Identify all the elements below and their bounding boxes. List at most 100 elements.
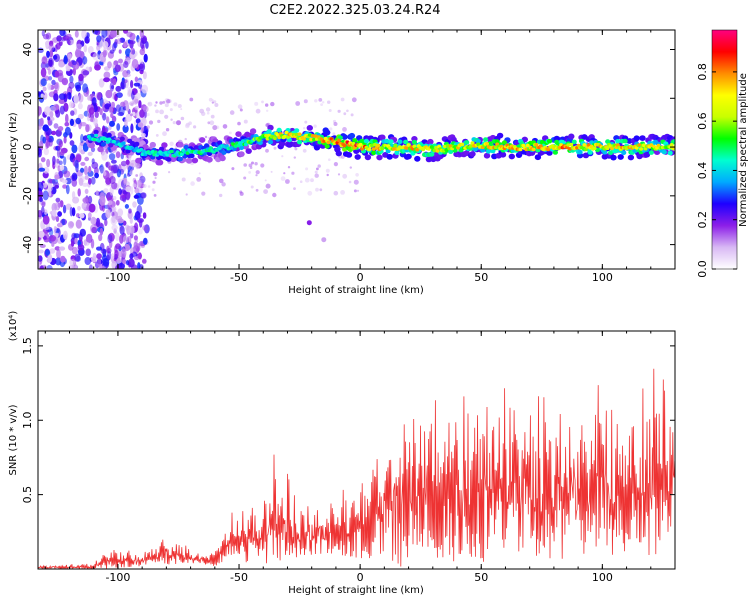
ridge-mark (622, 138, 628, 144)
noise-blob (136, 165, 140, 168)
ridge-mark (108, 142, 114, 148)
ridge-mark (149, 141, 156, 148)
noise-blob (143, 105, 149, 113)
noise-blob (95, 217, 101, 228)
noise-blob (55, 109, 61, 118)
ridge-mark (191, 157, 199, 164)
noise-blob (140, 132, 146, 138)
ridge-mark (405, 153, 412, 160)
noise-blob (198, 172, 201, 175)
noise-blob (147, 185, 151, 188)
ridge-mark (139, 147, 144, 152)
noise-blob (328, 109, 332, 112)
noise-blob (130, 169, 133, 172)
noise-blob (322, 101, 325, 104)
noise-blob (100, 248, 108, 254)
noise-blob (316, 167, 319, 171)
ridge-mark (534, 154, 542, 161)
noise-blob (84, 156, 90, 162)
noise-blob (90, 176, 96, 185)
ridge-mark (121, 141, 126, 145)
noise-blob (47, 68, 51, 75)
noise-blob (201, 191, 206, 196)
noise-blob (74, 236, 78, 245)
noise-blob (116, 38, 122, 45)
ridge-mark (485, 149, 492, 154)
noise-blob (75, 117, 81, 125)
noise-blob (106, 245, 110, 254)
noise-blob (71, 60, 77, 66)
noise-blob (49, 116, 55, 122)
noise-blob (64, 126, 71, 136)
ridge-mark (354, 154, 361, 160)
noise-blob (58, 93, 66, 100)
noise-blob (214, 103, 219, 107)
noise-blob (120, 160, 127, 167)
noise-blob (38, 190, 44, 198)
noise-blob (49, 248, 56, 254)
ridge-mark (546, 138, 553, 144)
noise-blob (285, 179, 290, 184)
snr-panel: -100 -50 0 50 100 0.5 1.0 1.5 Height of straig… (8, 311, 676, 596)
noise-blob (61, 77, 69, 86)
noise-blob (101, 30, 108, 38)
noise-blob (91, 158, 95, 165)
ridge-mark (157, 155, 163, 160)
ridge-mark (238, 151, 245, 158)
noise-blob (77, 113, 84, 120)
ridge-mark (133, 137, 140, 144)
noise-blob (73, 94, 79, 104)
ridge-mark (335, 150, 342, 157)
ridge-mark (94, 133, 99, 138)
ridge-mark (429, 152, 435, 157)
noise-blob (81, 182, 89, 187)
noise-blob (118, 188, 122, 195)
noise-blob (57, 202, 61, 208)
noise-blob (90, 238, 95, 249)
noise-blob (348, 180, 352, 184)
noise-blob (165, 128, 170, 132)
noise-blob (135, 92, 142, 100)
ridge-mark (539, 140, 545, 145)
noise-blob (75, 219, 82, 229)
noise-blob (58, 61, 65, 68)
noise-blob (41, 201, 46, 208)
x-tick-label: 50 (474, 571, 488, 584)
feature-blob (321, 237, 327, 243)
noise-blob (43, 209, 48, 216)
ridge-mark (568, 133, 575, 140)
noise-blob (116, 92, 123, 98)
noise-blob (59, 105, 65, 115)
snr-y-multiplier: (x10⁴) (8, 311, 19, 342)
noise-blob (318, 98, 323, 102)
noise-blob (116, 123, 121, 131)
ridge-mark (266, 129, 272, 134)
noise-blob (239, 108, 243, 112)
noise-blob (47, 83, 52, 91)
noise-blob (75, 84, 82, 92)
noise-blob (111, 215, 116, 224)
noise-blob (111, 224, 118, 231)
noise-blob (38, 181, 44, 192)
noise-blob (71, 174, 75, 181)
noise-blob (47, 57, 55, 68)
noise-blob (106, 116, 110, 124)
ridge-mark (528, 150, 536, 156)
noise-blob (159, 109, 165, 115)
noise-blob (350, 113, 354, 117)
noise-blob (48, 187, 52, 197)
noise-blob (87, 212, 92, 219)
noise-blob (129, 217, 133, 224)
noise-blob (56, 249, 61, 259)
noise-blob (333, 162, 338, 167)
spectrogram-x-ticks: -100 -50 0 50 100 (44, 30, 676, 284)
ridge-mark (156, 159, 164, 166)
noise-blob (115, 243, 121, 250)
noise-blob (82, 83, 88, 93)
noise-blob (270, 170, 273, 173)
noise-blob (320, 103, 323, 106)
ridge-mark (552, 150, 559, 155)
noise-blob (136, 204, 143, 215)
noise-blob (103, 77, 111, 83)
noise-blob (74, 49, 81, 58)
